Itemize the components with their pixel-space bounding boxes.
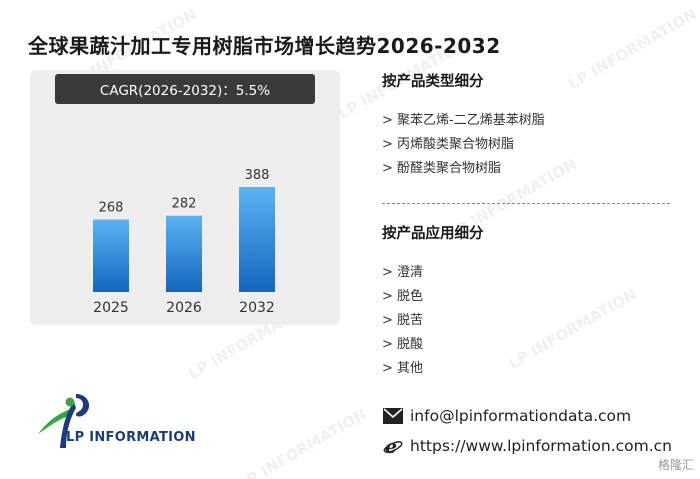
product-type-item: > 丙烯酸类聚合物树脂: [382, 137, 515, 152]
data-label-2025: 268: [99, 200, 124, 215]
corner-brand: 格隆汇: [657, 458, 694, 472]
product-type-item: > 聚苯乙烯-二乙烯基苯树脂: [382, 113, 545, 128]
cagr-badge: CAGR(2026-2032)：5.5%: [55, 74, 315, 104]
email-link[interactable]: info@lpinformationdata.com: [410, 407, 632, 425]
divider: [382, 203, 670, 204]
application-section: 按产品应用细分 > 澄清 > 脱色 > 脱苦 > 脱酸 > 其他: [382, 222, 682, 381]
product-type-heading: 按产品类型细分: [382, 74, 484, 90]
application-item: > 其他: [382, 361, 424, 376]
website-row: e https://www.lpinformation.com.cn: [382, 436, 672, 456]
bar-2026: [166, 215, 202, 292]
data-label-2032: 388: [245, 168, 270, 183]
application-item: > 脱酸: [382, 337, 424, 352]
page-title: 全球果蔬汁加工专用树脂市场增长趋势2026-2032: [28, 34, 501, 58]
product-type-list: > 聚苯乙烯-二乙烯基苯树脂 > 丙烯酸类聚合物树脂 > 酚醛类聚合物树脂: [382, 109, 682, 181]
application-heading: 按产品应用细分: [382, 226, 484, 242]
data-label-2026: 282: [172, 197, 197, 212]
application-item: > 脱苦: [382, 313, 424, 328]
logo-text: LP INFORMATION: [66, 430, 196, 445]
lp-information-logo: [38, 394, 90, 448]
email-row: info@lpinformationdata.com: [382, 406, 631, 426]
envelope-icon: [382, 406, 404, 426]
bar-2032: [239, 187, 275, 292]
application-item: > 脱色: [382, 289, 424, 304]
category-label-2032: 2032: [239, 300, 275, 316]
bar-2025: [93, 219, 129, 292]
application-item: > 澄清: [382, 265, 424, 280]
website-link[interactable]: https://www.lpinformation.com.cn: [410, 437, 673, 455]
product-type-item: > 酚醛类聚合物树脂: [382, 161, 502, 176]
browser-e-icon: e: [382, 436, 404, 456]
application-list: > 澄清 > 脱色 > 脱苦 > 脱酸 > 其他: [382, 261, 682, 381]
category-label-2026: 2026: [166, 300, 202, 316]
product-type-section: 按产品类型细分 > 聚苯乙烯-二乙烯基苯树脂 > 丙烯酸类聚合物树脂 > 酚醛类聚合…: [382, 70, 682, 181]
category-label-2025: 2025: [93, 300, 129, 316]
